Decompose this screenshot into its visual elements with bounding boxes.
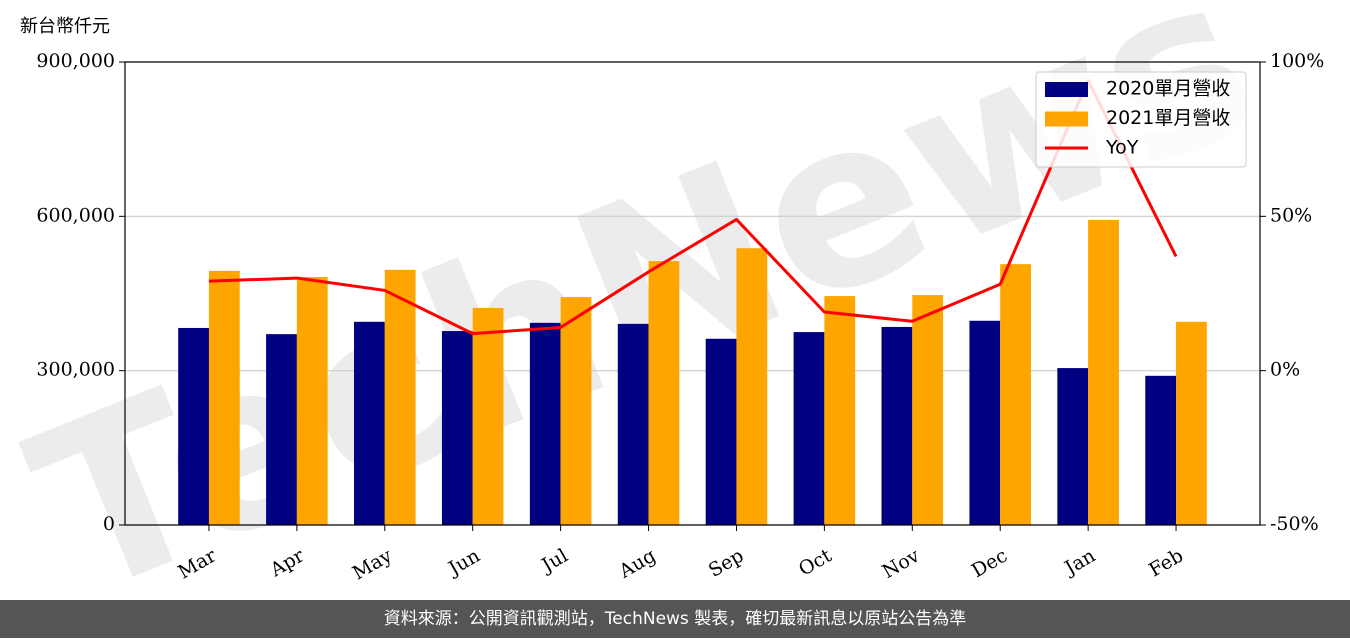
footer-band [0, 600, 1350, 638]
bar [881, 326, 913, 525]
bar [617, 323, 649, 525]
bar [560, 297, 592, 525]
bar [441, 331, 473, 525]
y-tick-label: 900,000 [36, 50, 115, 72]
bar [266, 334, 297, 525]
bar [824, 296, 856, 525]
plot-frame [124, 61, 1261, 526]
x-tick-label: May [349, 544, 396, 584]
y2-tick-label: 100% [1270, 50, 1324, 72]
bar [296, 277, 328, 525]
x-tick-label: Dec [968, 545, 1011, 583]
x-tick-label: Aug [615, 545, 660, 584]
bar [1057, 368, 1089, 525]
bar [648, 261, 680, 525]
bar [1000, 264, 1031, 525]
y-tick-label: 600,000 [36, 204, 115, 226]
bar [793, 332, 825, 525]
y2-tick-label: 50% [1270, 204, 1312, 226]
source-note: 資料來源：公開資訊觀測站，TechNews 製表，確切最新訊息以原站公告為準 [384, 609, 966, 629]
bar [354, 321, 385, 525]
bar [529, 322, 561, 525]
x-tick-label: Jun [443, 545, 484, 581]
x-tick-label: Sep [705, 545, 748, 582]
y2-tick-label: 0% [1270, 359, 1300, 381]
y2-tick-label: -50% [1270, 513, 1319, 535]
bar [178, 327, 209, 525]
bar [912, 295, 944, 525]
bar [1176, 321, 1207, 525]
y-tick-label: 300,000 [36, 359, 115, 381]
bar [1088, 219, 1119, 525]
x-tick-label: Jan [1059, 545, 1099, 581]
bar [705, 338, 737, 525]
x-tick-label: Feb [1145, 545, 1187, 582]
x-tick-label: Oct [795, 544, 836, 580]
legend-swatch [1045, 111, 1088, 127]
bar [208, 270, 240, 525]
bar [472, 307, 504, 525]
legend-label: YoY [1105, 137, 1139, 159]
bar [736, 248, 768, 525]
x-tick-label: Jul [536, 545, 571, 578]
bar [969, 320, 1001, 525]
legend-box [1035, 71, 1247, 168]
y-axis-label: 新台幣仟元 [20, 16, 110, 37]
x-tick-label: Nov [879, 544, 924, 583]
legend-swatch [1045, 82, 1088, 97]
legend-label: 2021單月營收 [1106, 107, 1230, 129]
bar [384, 269, 416, 525]
line [208, 79, 1178, 336]
y-tick-label: 0 [103, 513, 115, 535]
legend-label: 2020單月營收 [1106, 78, 1230, 100]
bar [1145, 375, 1177, 525]
